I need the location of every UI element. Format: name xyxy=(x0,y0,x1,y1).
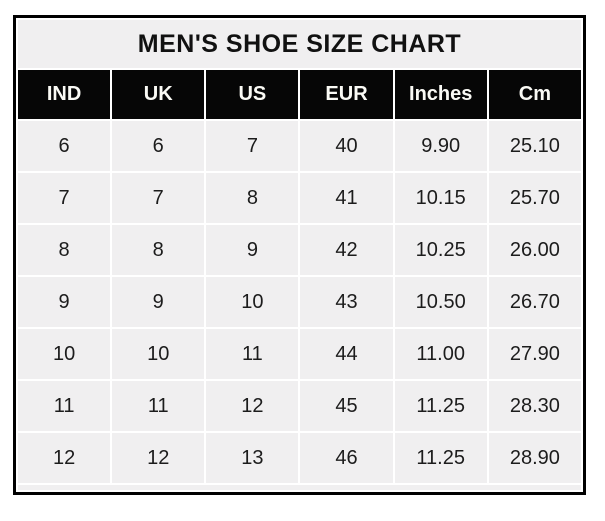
table-cell: 9 xyxy=(18,277,111,327)
table-cell: 11.25 xyxy=(394,381,487,431)
table-cell: 25.70 xyxy=(488,173,581,223)
table-cell: 10 xyxy=(112,329,205,379)
column-header-uk: UK xyxy=(112,70,205,119)
table-cell: 10.25 xyxy=(394,225,487,275)
table-cell: 11 xyxy=(206,329,299,379)
table-cell: 8 xyxy=(206,173,299,223)
table-cell: 7 xyxy=(206,121,299,171)
table-cell: 9 xyxy=(112,277,205,327)
table-cell: 42 xyxy=(300,225,393,275)
table-cell: 10.50 xyxy=(394,277,487,327)
table-cell: 11 xyxy=(112,381,205,431)
table-cell: 27.90 xyxy=(488,329,581,379)
table-cell: 10 xyxy=(18,329,111,379)
table-cell: 25.10 xyxy=(488,121,581,171)
column-header-ind: IND xyxy=(18,70,111,119)
table-row: 12 12 13 46 11.25 28.90 xyxy=(18,433,581,483)
table-cell: 46 xyxy=(300,433,393,483)
table-cell: 6 xyxy=(18,121,111,171)
table-cell: 7 xyxy=(18,173,111,223)
table-cell: 41 xyxy=(300,173,393,223)
table-row: 9 9 10 43 10.50 26.70 xyxy=(18,277,581,327)
shoe-size-chart: MEN'S SHOE SIZE CHART IND UK US EUR Inches Cm… xyxy=(13,15,586,495)
table-cell: 45 xyxy=(300,381,393,431)
table-row: 7 7 8 41 10.15 25.70 xyxy=(18,173,581,223)
table-cell: 13 xyxy=(206,433,299,483)
header-row: IND UK US EUR Inches Cm xyxy=(18,70,581,119)
table-cell: 11 xyxy=(18,381,111,431)
table-cell: 6 xyxy=(112,121,205,171)
shoe-size-table: MEN'S SHOE SIZE CHART IND UK US EUR Inches Cm… xyxy=(13,15,586,495)
table-title: MEN'S SHOE SIZE CHART xyxy=(18,20,581,68)
table-cell: 12 xyxy=(112,433,205,483)
table-row: 8 8 9 42 10.25 26.00 xyxy=(18,225,581,275)
table-cell: 28.90 xyxy=(488,433,581,483)
table-cell: 12 xyxy=(206,381,299,431)
table-cell: 8 xyxy=(112,225,205,275)
table-row: 10 10 11 44 11.00 27.90 xyxy=(18,329,581,379)
filler-cell xyxy=(18,485,581,490)
column-header-eur: EUR xyxy=(300,70,393,119)
table-cell: 10 xyxy=(206,277,299,327)
table-row: 6 6 7 40 9.90 25.10 xyxy=(18,121,581,171)
table-cell: 8 xyxy=(18,225,111,275)
table-cell: 9 xyxy=(206,225,299,275)
table-cell: 44 xyxy=(300,329,393,379)
table-cell: 9.90 xyxy=(394,121,487,171)
column-header-us: US xyxy=(206,70,299,119)
table-cell: 11.25 xyxy=(394,433,487,483)
table-cell: 7 xyxy=(112,173,205,223)
table-row: 11 11 12 45 11.25 28.30 xyxy=(18,381,581,431)
filler-row xyxy=(18,485,581,490)
column-header-cm: Cm xyxy=(488,70,581,119)
table-cell: 26.70 xyxy=(488,277,581,327)
title-row: MEN'S SHOE SIZE CHART xyxy=(18,20,581,68)
table-cell: 11.00 xyxy=(394,329,487,379)
table-cell: 40 xyxy=(300,121,393,171)
column-header-inches: Inches xyxy=(394,70,487,119)
table-cell: 43 xyxy=(300,277,393,327)
table-cell: 12 xyxy=(18,433,111,483)
table-cell: 26.00 xyxy=(488,225,581,275)
table-cell: 28.30 xyxy=(488,381,581,431)
table-cell: 10.15 xyxy=(394,173,487,223)
